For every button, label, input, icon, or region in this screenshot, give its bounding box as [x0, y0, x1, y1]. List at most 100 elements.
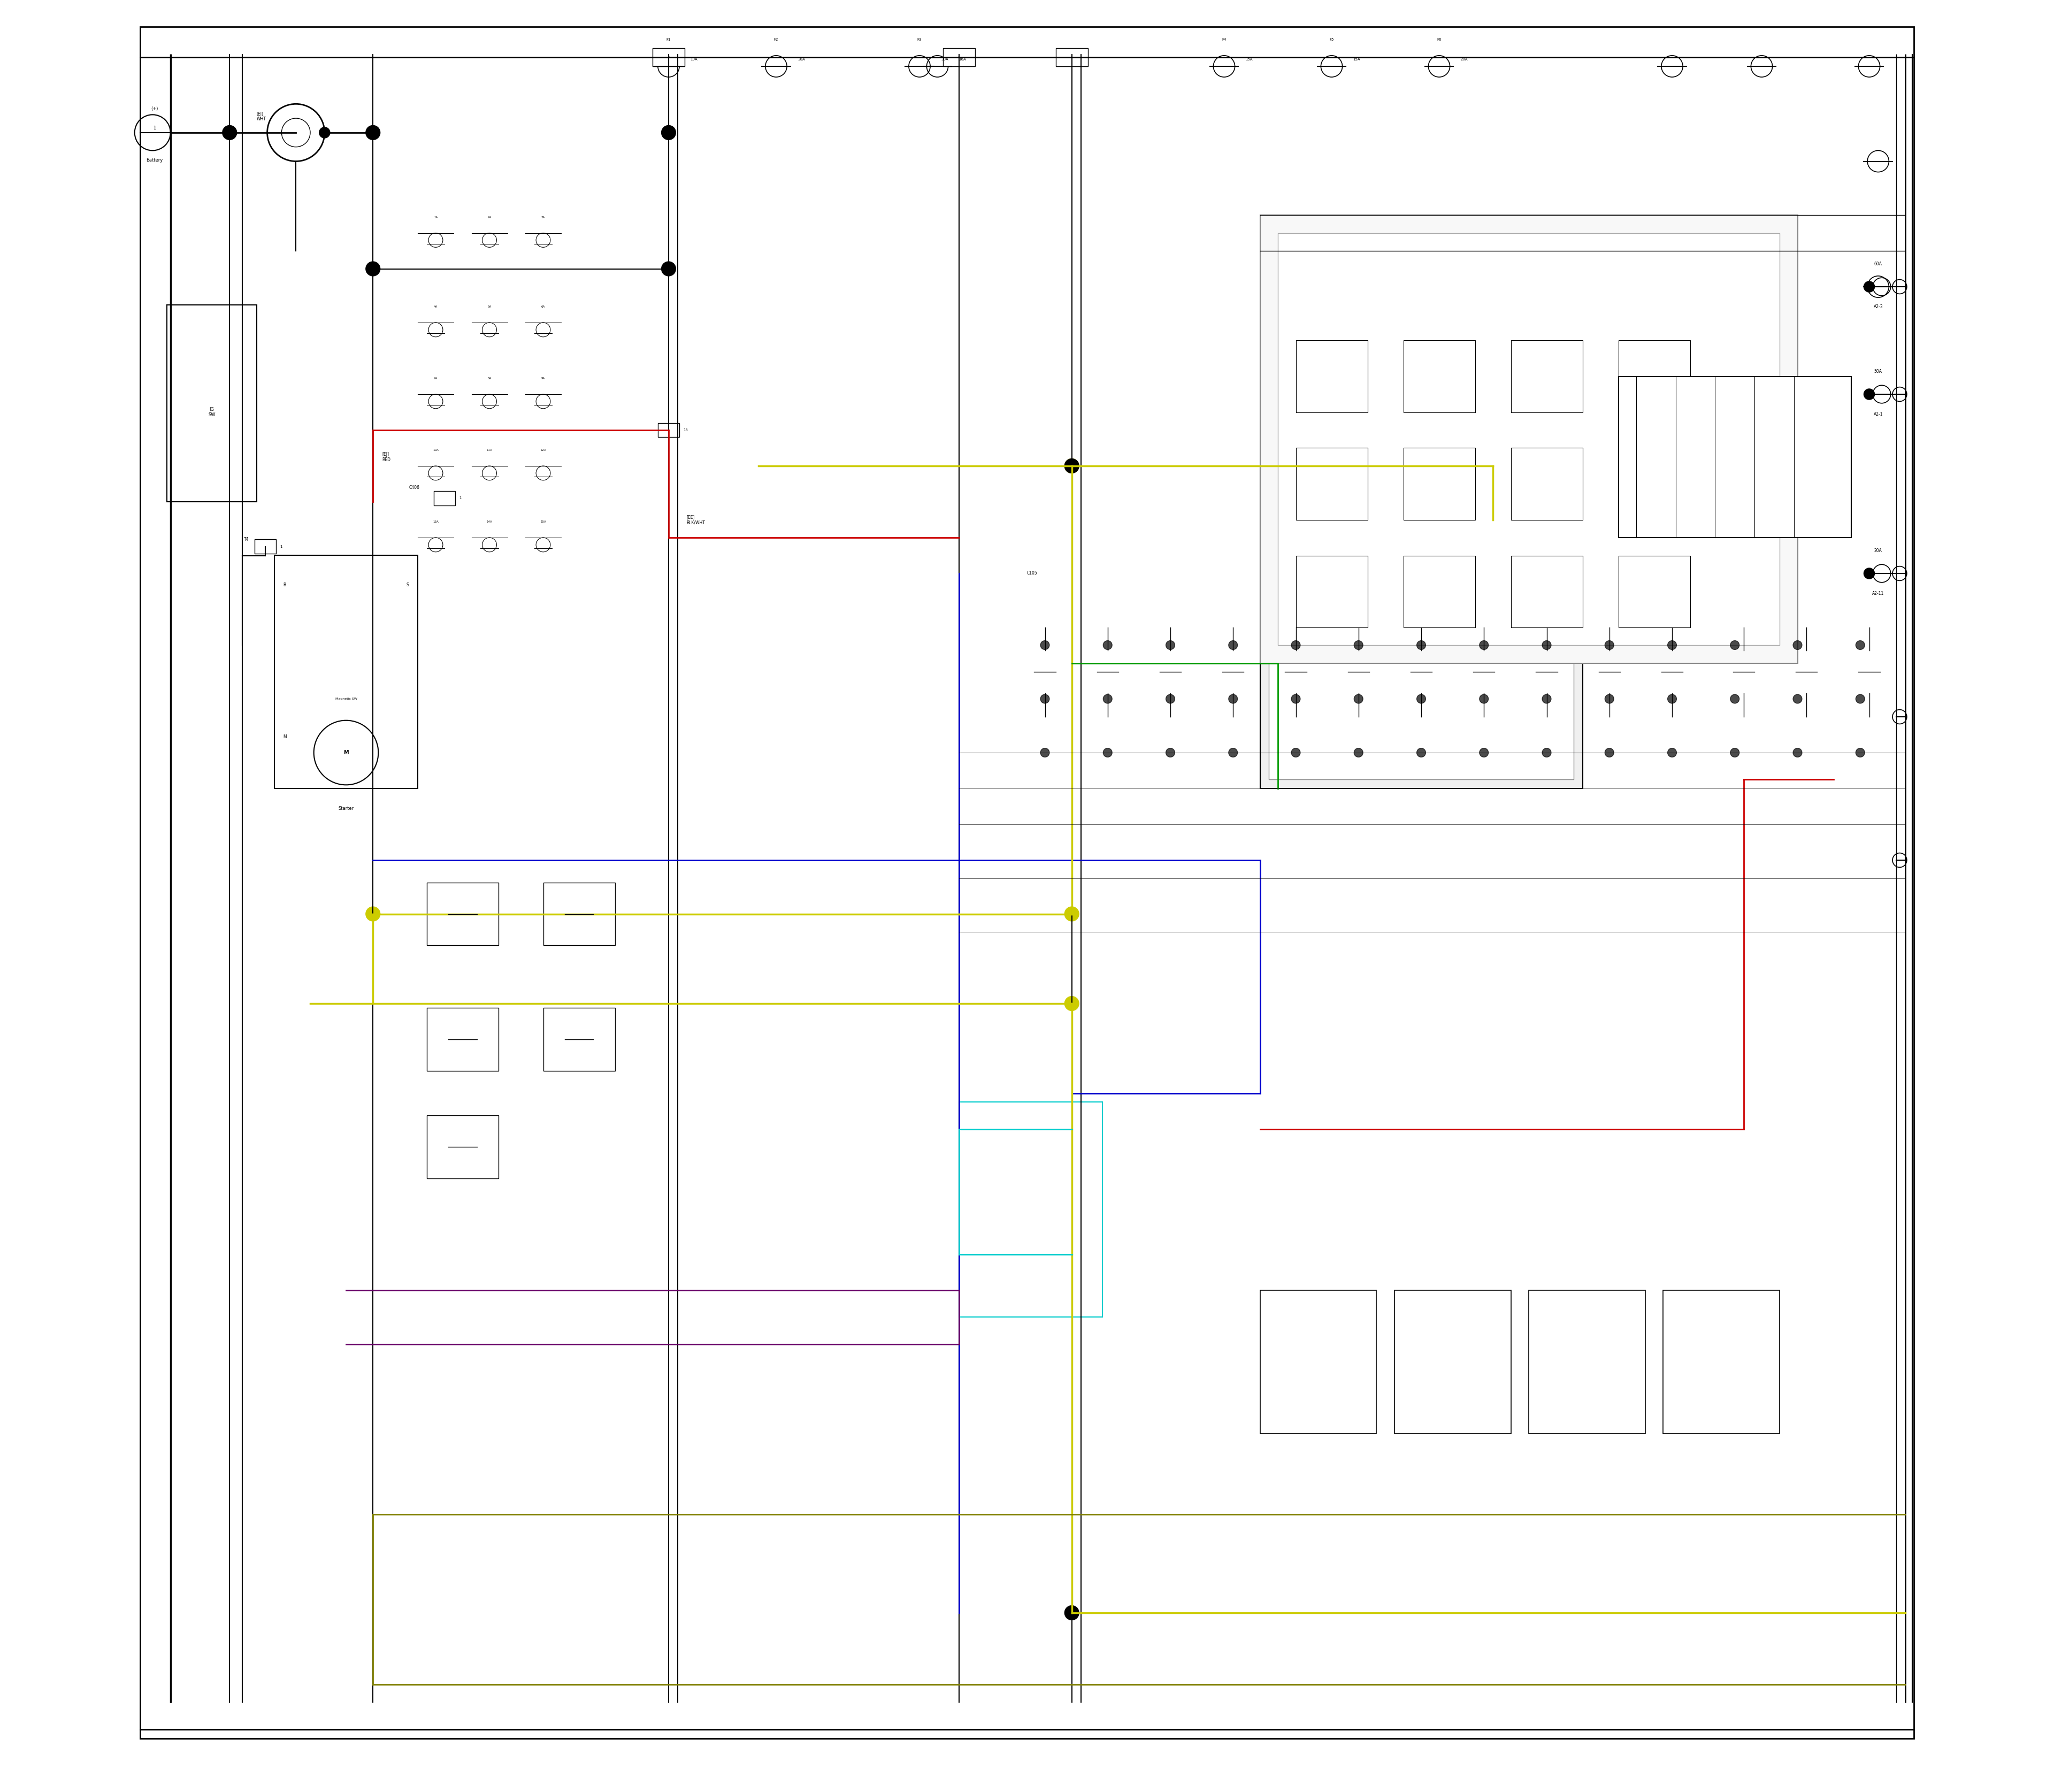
Text: [EJ]
RED: [EJ] RED	[382, 452, 390, 462]
Bar	[166, 305, 257, 502]
Text: A2-11: A2-11	[1871, 591, 1884, 597]
Text: F4: F4	[1222, 38, 1226, 41]
Bar	[1619, 340, 1690, 412]
Circle shape	[1228, 694, 1239, 702]
Text: 6A: 6A	[542, 306, 544, 308]
Bar	[275, 556, 417, 788]
Circle shape	[1863, 568, 1875, 579]
Text: 8A: 8A	[487, 378, 491, 380]
Text: 15: 15	[682, 428, 688, 432]
Circle shape	[1863, 281, 1875, 292]
Circle shape	[1041, 642, 1050, 650]
Circle shape	[1668, 749, 1676, 758]
Bar	[433, 491, 456, 505]
Circle shape	[1354, 642, 1364, 650]
Circle shape	[1417, 642, 1425, 650]
Circle shape	[1668, 694, 1676, 702]
Text: 12A: 12A	[540, 450, 546, 452]
Text: M: M	[283, 735, 288, 740]
Bar	[542, 883, 614, 946]
Text: A2-1: A2-1	[1873, 412, 1884, 418]
Text: 4A: 4A	[433, 306, 438, 308]
Text: 50A: 50A	[1873, 369, 1881, 375]
Circle shape	[1417, 694, 1425, 702]
Bar	[1259, 466, 1582, 788]
Text: 10A: 10A	[433, 450, 440, 452]
Circle shape	[1103, 642, 1111, 650]
Bar	[1296, 556, 1368, 627]
Bar	[542, 1007, 614, 1070]
Bar	[1296, 340, 1368, 412]
Circle shape	[318, 127, 331, 138]
Text: F5: F5	[1329, 38, 1333, 41]
Text: IG
SW: IG SW	[207, 407, 216, 418]
Circle shape	[1793, 749, 1801, 758]
Text: Magnetic SW: Magnetic SW	[335, 697, 357, 701]
Bar	[1619, 556, 1690, 627]
Circle shape	[1604, 694, 1614, 702]
Circle shape	[1543, 749, 1551, 758]
Text: 5A: 5A	[487, 306, 491, 308]
Bar	[1512, 448, 1582, 520]
Circle shape	[1354, 694, 1364, 702]
Text: 16A: 16A	[959, 57, 965, 61]
Bar	[1619, 448, 1690, 520]
Circle shape	[1228, 642, 1239, 650]
Bar	[427, 1115, 499, 1179]
Text: 9A: 9A	[542, 378, 544, 380]
Circle shape	[1228, 749, 1239, 758]
Circle shape	[1863, 389, 1875, 400]
Circle shape	[1604, 642, 1614, 650]
Bar	[427, 883, 499, 946]
Text: 1: 1	[152, 125, 156, 131]
Circle shape	[1793, 642, 1801, 650]
Text: A2-3: A2-3	[1873, 305, 1884, 310]
Text: M: M	[343, 751, 349, 754]
Circle shape	[366, 262, 380, 276]
Text: [EE]
BLK/WHT: [EE] BLK/WHT	[686, 514, 705, 525]
Text: 15A: 15A	[1245, 57, 1253, 61]
Circle shape	[1855, 642, 1865, 650]
Text: 1: 1	[1070, 56, 1072, 59]
Circle shape	[1103, 694, 1111, 702]
Circle shape	[951, 50, 965, 65]
Circle shape	[1793, 694, 1801, 702]
Circle shape	[1041, 749, 1050, 758]
Bar	[1403, 556, 1475, 627]
Bar	[1056, 48, 1089, 66]
Bar	[657, 423, 680, 437]
Circle shape	[1604, 749, 1614, 758]
Bar	[1512, 556, 1582, 627]
Bar	[959, 1102, 1103, 1317]
Text: 7A: 7A	[433, 378, 438, 380]
Circle shape	[1729, 694, 1740, 702]
Circle shape	[1167, 694, 1175, 702]
Bar	[943, 48, 976, 66]
Circle shape	[368, 127, 378, 138]
Text: S: S	[407, 582, 409, 588]
Text: 1: 1	[458, 496, 462, 500]
Text: 1: 1	[668, 56, 670, 59]
Text: (+): (+)	[150, 106, 158, 111]
Text: F3: F3	[918, 38, 922, 41]
Circle shape	[1417, 749, 1425, 758]
Bar	[1619, 376, 1851, 538]
Bar	[427, 1007, 499, 1070]
Text: 14A: 14A	[487, 521, 493, 523]
Circle shape	[1543, 694, 1551, 702]
Circle shape	[661, 125, 676, 140]
Text: 20A: 20A	[1460, 57, 1469, 61]
Circle shape	[1103, 749, 1111, 758]
Circle shape	[1354, 749, 1364, 758]
Circle shape	[1855, 694, 1865, 702]
Circle shape	[366, 125, 380, 140]
Bar	[653, 48, 684, 66]
Circle shape	[1167, 642, 1175, 650]
Bar	[1395, 1290, 1512, 1434]
Circle shape	[1729, 749, 1740, 758]
Circle shape	[1064, 459, 1078, 473]
Text: 15A: 15A	[1354, 57, 1360, 61]
Bar	[1403, 340, 1475, 412]
Text: 30A: 30A	[797, 57, 805, 61]
Text: B: B	[283, 582, 286, 588]
